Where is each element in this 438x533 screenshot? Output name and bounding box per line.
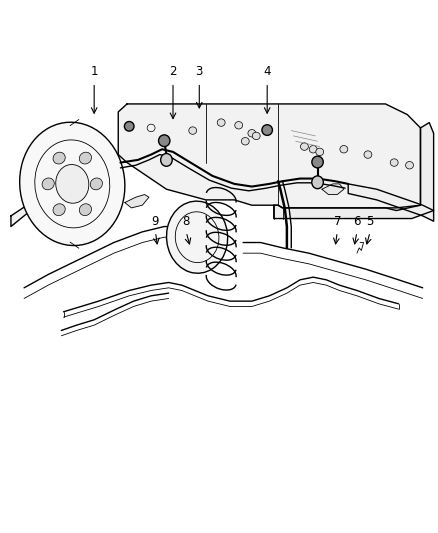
Ellipse shape [53,152,65,164]
Text: 1: 1 [90,66,98,78]
Text: 8: 8 [183,215,190,228]
Ellipse shape [390,159,398,166]
Ellipse shape [79,152,92,164]
Ellipse shape [252,132,260,140]
Ellipse shape [79,204,92,216]
Ellipse shape [90,178,102,190]
Ellipse shape [189,127,197,134]
Ellipse shape [161,154,172,166]
Ellipse shape [159,135,170,147]
Text: 6: 6 [353,215,361,228]
Text: 7: 7 [333,215,341,228]
Ellipse shape [124,122,134,131]
Ellipse shape [235,122,243,129]
Ellipse shape [312,156,323,168]
Ellipse shape [248,130,256,137]
Text: 2: 2 [169,66,177,78]
Ellipse shape [340,146,348,153]
Text: 5: 5 [367,215,374,228]
Ellipse shape [316,148,324,156]
Ellipse shape [56,165,89,203]
Ellipse shape [166,201,228,273]
Ellipse shape [312,176,323,189]
Text: 3: 3 [196,66,203,78]
Polygon shape [125,195,149,208]
Ellipse shape [262,125,272,135]
Ellipse shape [364,151,372,158]
Ellipse shape [406,161,413,169]
Polygon shape [348,184,434,221]
Ellipse shape [20,122,125,246]
Polygon shape [322,184,344,195]
Ellipse shape [217,119,225,126]
Ellipse shape [241,138,249,145]
Text: 9: 9 [152,215,159,228]
Ellipse shape [300,143,308,150]
Polygon shape [118,104,420,211]
Ellipse shape [53,204,65,216]
Polygon shape [274,123,434,219]
Ellipse shape [42,178,54,190]
Ellipse shape [309,146,317,153]
Text: 4: 4 [263,66,271,78]
Polygon shape [11,163,123,227]
